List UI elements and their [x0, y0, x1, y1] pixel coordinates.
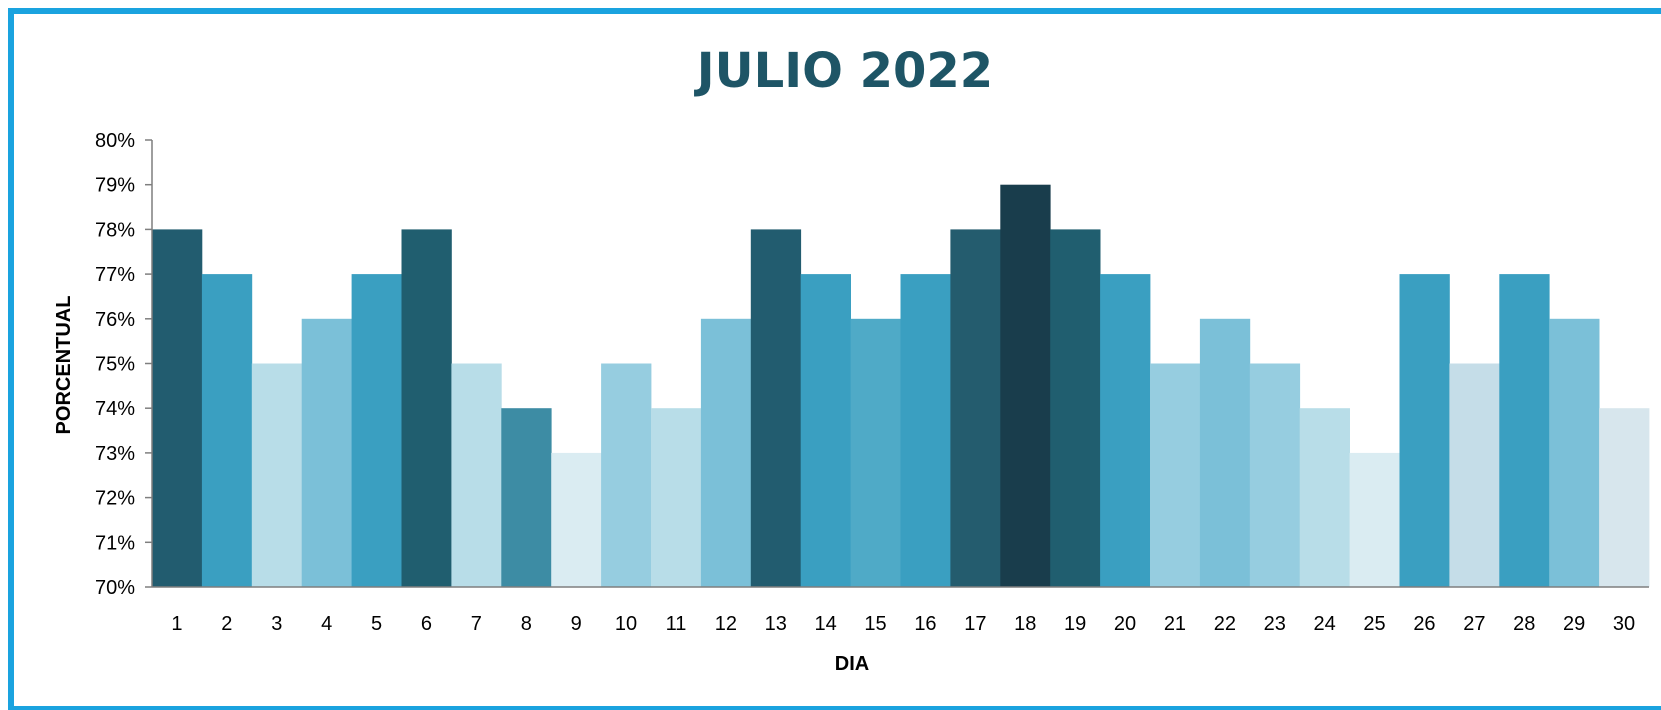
x-tick-label: 23: [1264, 613, 1286, 635]
x-tick-label: 11: [666, 613, 687, 635]
x-tick-label: 22: [1214, 613, 1236, 635]
bar-dia-25: [1349, 452, 1400, 587]
x-tick-label: 10: [615, 613, 637, 635]
x-tick-label: 18: [1014, 613, 1036, 635]
chart-title: JULIO 2022: [694, 43, 993, 99]
x-tick-label: 14: [815, 613, 837, 635]
y-tick-label: 75%: [95, 354, 135, 376]
y-tick-label: 74%: [95, 398, 135, 420]
x-tick-label: 28: [1513, 613, 1535, 635]
bar-dia-20: [1100, 274, 1151, 587]
x-axis-title: DIA: [835, 653, 869, 675]
bar-dia-4: [301, 318, 352, 587]
bar-dia-6: [401, 229, 452, 587]
bar-dia-9: [551, 452, 602, 587]
x-tick-label: 9: [571, 613, 582, 635]
x-tick-label: 20: [1114, 613, 1136, 635]
y-tick-label: 72%: [95, 488, 135, 510]
bar-dia-8: [501, 408, 552, 587]
x-tick-label: 6: [421, 613, 432, 635]
bar-dia-26: [1399, 274, 1450, 587]
bar-dia-5: [351, 274, 402, 587]
bar-dia-15: [850, 318, 901, 587]
x-tick-label: 4: [321, 613, 332, 635]
bar-dia-14: [800, 274, 851, 587]
bar-dia-27: [1449, 363, 1500, 587]
bar-dia-1: [152, 229, 203, 587]
x-tick-label: 1: [171, 613, 182, 635]
x-tick-label: 25: [1363, 613, 1385, 635]
bar-dia-12: [700, 318, 752, 587]
x-tick-label: 7: [471, 613, 482, 635]
bar-dia-17: [950, 229, 1001, 587]
bar-dia-23: [1249, 363, 1301, 587]
bar-dia-18: [1000, 184, 1051, 587]
x-tick-label: 19: [1064, 613, 1086, 635]
y-tick-label: 70%: [95, 577, 135, 599]
x-tick-label: 12: [715, 613, 737, 635]
y-axis-ticks: 70% 71% 72% 73% 74% 75% 76% 77% 78% 79% 80%: [95, 130, 152, 599]
x-tick-label: 24: [1314, 613, 1336, 635]
x-tick-label: 26: [1413, 613, 1435, 635]
bar-dia-13: [750, 229, 802, 587]
y-tick-label: 77%: [95, 264, 135, 286]
x-tick-label: 16: [914, 613, 936, 635]
x-tick-label: 30: [1613, 613, 1635, 635]
y-tick-label: 76%: [95, 309, 135, 331]
bar-dia-19: [1050, 229, 1101, 587]
bar-dia-11: [651, 408, 702, 587]
bar-dia-7: [451, 363, 502, 587]
bar-dia-28: [1499, 274, 1550, 587]
x-tick-label: 5: [371, 613, 382, 635]
y-tick-label: 73%: [95, 443, 135, 465]
bar-dia-3: [251, 363, 303, 587]
bar-dia-22: [1199, 318, 1251, 587]
bar-dia-10: [601, 363, 652, 587]
chart-frame-bottom-border: [8, 706, 1661, 710]
y-tick-label: 79%: [95, 175, 135, 197]
x-tick-label: 15: [864, 613, 886, 635]
x-tick-label: 29: [1563, 613, 1585, 635]
x-tick-label: 2: [221, 613, 232, 635]
bar-dia-16: [900, 274, 951, 587]
x-tick-label: 17: [964, 613, 986, 635]
x-tick-label: 3: [271, 613, 282, 635]
bars-group: [152, 184, 1650, 587]
x-tick-label: 13: [765, 613, 787, 635]
bar-dia-29: [1549, 318, 1600, 587]
y-tick-label: 71%: [95, 532, 135, 554]
bar-dia-2: [201, 274, 253, 587]
x-axis-ticks: 1 2 3 4 5 6 7 8 9 10 11 12 13 14 15 16 17 18 19 20 21 22 23 24 2…: [171, 613, 1635, 635]
y-tick-label: 80%: [95, 130, 135, 152]
x-tick-label: 27: [1463, 613, 1485, 635]
x-tick-label: 8: [521, 613, 532, 635]
bar-dia-21: [1150, 363, 1201, 587]
bar-dia-30: [1599, 408, 1650, 587]
y-tick-label: 78%: [95, 219, 135, 241]
x-tick-label: 21: [1164, 613, 1186, 635]
bar-dia-24: [1299, 408, 1350, 587]
y-axis-title: PORCENTUAL: [53, 296, 75, 435]
